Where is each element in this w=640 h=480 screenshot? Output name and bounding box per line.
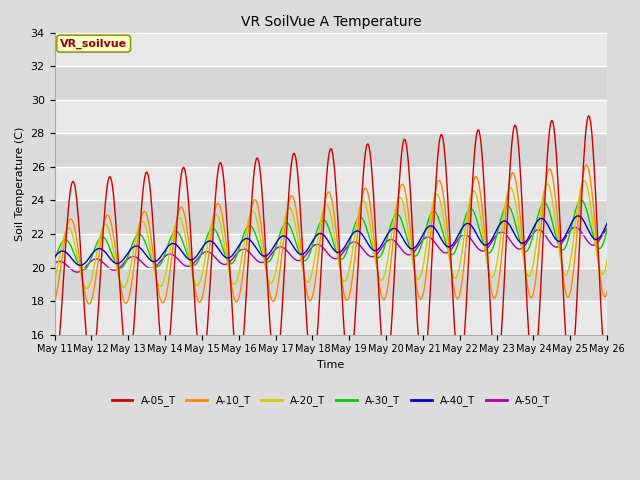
Title: VR SoilVue A Temperature: VR SoilVue A Temperature <box>241 15 421 29</box>
Bar <box>54 267 607 301</box>
Bar <box>54 66 607 100</box>
Legend: A-05_T, A-10_T, A-20_T, A-30_T, A-40_T, A-50_T: A-05_T, A-10_T, A-20_T, A-30_T, A-40_T, … <box>108 391 554 410</box>
Y-axis label: Soil Temperature (C): Soil Temperature (C) <box>15 127 25 241</box>
Text: VR_soilvue: VR_soilvue <box>60 38 127 49</box>
Bar <box>54 201 607 234</box>
Bar <box>54 133 607 167</box>
X-axis label: Time: Time <box>317 360 344 370</box>
